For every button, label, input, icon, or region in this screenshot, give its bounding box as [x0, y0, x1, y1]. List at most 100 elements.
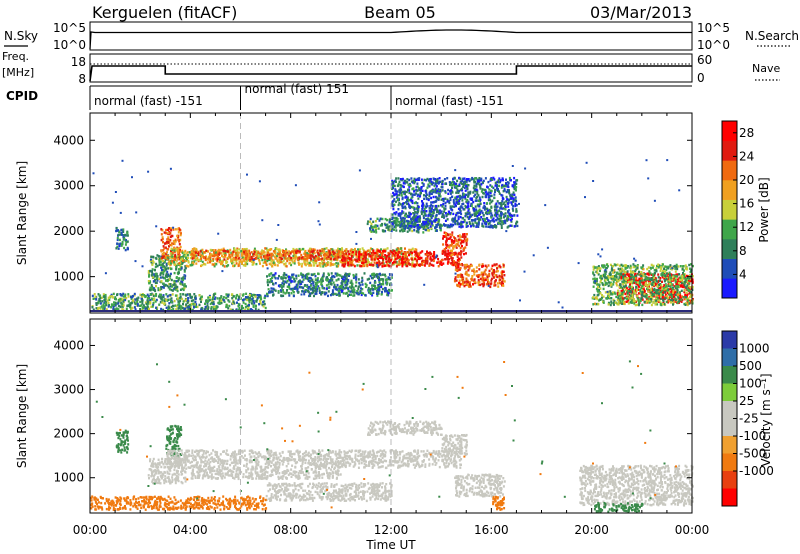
- power-cell: [97, 306, 100, 310]
- power-cell: [592, 271, 595, 274]
- power-cell: [661, 287, 664, 290]
- power-cell: [376, 294, 379, 297]
- power-cell: [484, 268, 487, 272]
- power-cell: [653, 288, 655, 292]
- power-cell: [306, 277, 309, 281]
- power-cell: [444, 250, 447, 253]
- power-cell: [378, 278, 381, 282]
- power-cell: [360, 280, 363, 284]
- power-cell: [449, 251, 452, 255]
- power-cell: [298, 250, 301, 253]
- power-cell: [235, 259, 238, 263]
- power-cell: [500, 271, 503, 274]
- power-cell: [215, 263, 218, 266]
- power-cell: [624, 284, 627, 287]
- power-cell: [648, 270, 651, 273]
- power-cell: [424, 220, 426, 224]
- power-cell: [169, 272, 172, 276]
- power-cell: [241, 249, 244, 253]
- power-cell: [596, 271, 599, 275]
- power-cell: [321, 248, 323, 251]
- power-cell: [281, 249, 284, 252]
- power-cell: [612, 265, 615, 268]
- power-cell: [479, 277, 482, 281]
- power-cell: [400, 218, 403, 221]
- power-cell: [91, 294, 94, 298]
- power-cell: [319, 249, 322, 253]
- power-cell: [311, 250, 314, 254]
- power-cell: [649, 272, 652, 275]
- power-cell: [416, 218, 419, 221]
- power-cell: [339, 285, 342, 288]
- power-cell: [453, 240, 456, 243]
- power-cell: [159, 288, 162, 292]
- power-cell: [139, 300, 142, 304]
- power-cell: [270, 257, 273, 260]
- power-cell: [379, 224, 382, 227]
- power-cell: [117, 308, 120, 311]
- power-cell: [224, 255, 227, 258]
- power-cell: [670, 295, 673, 298]
- power-cell: [328, 253, 331, 256]
- power-cell: [151, 276, 154, 279]
- power-cell: [630, 271, 633, 274]
- power-cell: [455, 246, 458, 249]
- power-cell: [294, 255, 297, 258]
- power-cell: [285, 249, 288, 252]
- power-cell: [278, 259, 281, 262]
- power-cell: [117, 233, 120, 236]
- power-cell: [498, 276, 501, 279]
- power-cell: [182, 288, 185, 292]
- power-cell: [367, 249, 370, 252]
- power-cell: [186, 301, 189, 305]
- power-cell: [654, 280, 657, 283]
- power-cell: [656, 292, 659, 295]
- power-cell: [176, 297, 179, 300]
- power-cell: [432, 259, 435, 263]
- power-cell: [451, 231, 454, 234]
- power-cell: [627, 273, 630, 276]
- power-cell: [365, 262, 368, 266]
- power-cell: [285, 265, 288, 268]
- power-cell: [99, 302, 102, 305]
- power-cell: [339, 274, 342, 277]
- power-cell: [140, 297, 143, 300]
- power-cell: [203, 251, 206, 254]
- power-cell: [171, 252, 174, 255]
- power-cell: [666, 289, 669, 292]
- power-cell: [268, 291, 270, 294]
- power-cell: [426, 260, 429, 263]
- power-cell: [322, 258, 325, 262]
- power-cell: [253, 247, 256, 250]
- power-cell: [156, 254, 159, 257]
- power-cell: [664, 265, 667, 268]
- power-cell: [616, 263, 619, 266]
- power-cell: [408, 253, 410, 257]
- power-cell: [345, 254, 348, 257]
- power-cell: [620, 272, 623, 275]
- power-cell: [627, 277, 630, 280]
- power-cell: [187, 256, 189, 260]
- power-cell: [168, 283, 171, 286]
- power-cell: [287, 278, 290, 281]
- power-cell: [314, 278, 317, 281]
- power-cell: [180, 265, 183, 269]
- power-cell: [631, 293, 634, 296]
- power-cell: [148, 275, 150, 278]
- power-cell: [375, 231, 378, 234]
- power-cell: [376, 288, 379, 292]
- power-cell: [596, 289, 599, 292]
- power-cell: [345, 286, 348, 290]
- power-cell: [343, 287, 346, 290]
- power-cell: [500, 282, 503, 285]
- power-cell: [496, 282, 499, 285]
- power-cell: [676, 291, 679, 295]
- power-cell: [592, 281, 595, 284]
- power-cell: [592, 303, 595, 306]
- power-cell: [285, 248, 287, 251]
- power-cell: [156, 275, 159, 278]
- power-cell: [110, 293, 113, 297]
- power-cell: [241, 248, 244, 251]
- power-cell: [271, 276, 273, 280]
- power-cell: [191, 251, 194, 254]
